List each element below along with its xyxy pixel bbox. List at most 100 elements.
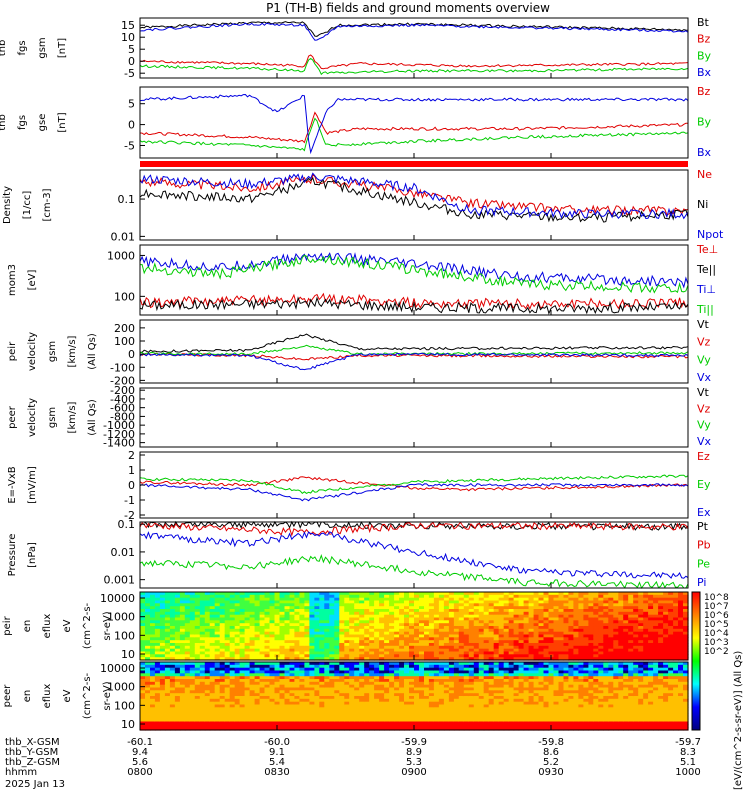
- panel-frame: [139, 319, 689, 384]
- heatmap-cell: [438, 603, 445, 607]
- heatmap-cell: [319, 594, 325, 599]
- heatmap-cell: [184, 676, 191, 680]
- ytick-label: 100: [114, 335, 135, 348]
- heatmap-cell: [603, 643, 609, 647]
- heatmap-cell: [309, 603, 315, 607]
- heatmap-cell: [145, 693, 151, 697]
- heatmap-cell: [568, 614, 574, 619]
- heatmap-cell: [528, 640, 535, 644]
- heatmap-cell: [184, 698, 191, 703]
- heatmap-cell: [593, 620, 599, 624]
- heatmap-cell: [424, 721, 430, 725]
- heatmap-cell: [299, 718, 305, 723]
- heatmap-cell: [478, 651, 485, 655]
- heatmap-cell: [433, 667, 440, 672]
- heatmap-cell: [169, 648, 176, 653]
- heatmap-cell: [254, 634, 261, 638]
- heatmap-cell: [478, 676, 485, 680]
- heatmap-cell: [164, 664, 171, 669]
- heatmap-cell: [214, 718, 221, 723]
- heatmap-cell: [453, 713, 460, 717]
- heatmap-cell: [279, 631, 286, 636]
- heatmap-cell: [503, 611, 510, 616]
- heatmap-cell: [359, 592, 365, 596]
- heatmap-cell: [683, 631, 689, 636]
- heatmap-cell: [394, 643, 400, 647]
- heatmap-cell: [643, 609, 649, 613]
- heatmap-cell: [329, 600, 335, 604]
- heatmap-cell: [249, 640, 256, 644]
- heatmap-cell: [154, 713, 161, 717]
- heatmap-cell: [518, 651, 525, 655]
- heatmap-cell: [269, 707, 276, 711]
- heatmap-cell: [194, 698, 201, 703]
- heatmap-cell: [419, 673, 425, 677]
- heatmap-cell: [254, 617, 261, 621]
- heatmap-cell: [254, 594, 261, 599]
- heatmap-cell: [289, 724, 296, 728]
- heatmap-cell: [314, 710, 320, 714]
- heatmap-cell: [384, 609, 390, 613]
- heatmap-cell: [533, 687, 540, 691]
- heatmap-cell: [289, 681, 296, 686]
- heatmap-cell: [404, 651, 410, 655]
- heatmap-cell: [234, 715, 241, 720]
- heatmap-cell: [150, 715, 156, 720]
- heatmap-cell: [244, 681, 251, 686]
- heatmap-cell: [404, 628, 410, 633]
- heatmap-cell: [374, 594, 380, 599]
- heatmap-cell: [239, 693, 246, 697]
- heatmap-cell: [214, 597, 221, 602]
- heatmap-cell: [184, 594, 191, 599]
- heatmap-cell: [194, 701, 201, 706]
- heatmap-cell: [424, 597, 430, 602]
- heatmap-cell: [194, 704, 201, 708]
- heatmap-cell: [668, 648, 674, 653]
- heatmap-cell: [663, 620, 669, 624]
- heatmap-cell: [379, 693, 385, 697]
- heatmap-cell: [528, 617, 535, 621]
- heatmap-cell: [234, 701, 241, 706]
- heatmap-cell: [414, 648, 420, 653]
- heatmap-cell: [384, 676, 390, 680]
- heatmap-cell: [683, 623, 689, 627]
- heatmap-cell: [374, 673, 380, 677]
- heatmap-cell: [389, 603, 395, 607]
- heatmap-cell: [428, 614, 435, 619]
- ylabel: thbpeirenefluxeV(cm^2-s-sr-eV): [2, 602, 113, 649]
- heatmap-cell: [344, 634, 350, 638]
- heatmap-cell: [309, 727, 315, 731]
- heatmap-cell: [538, 637, 545, 641]
- heatmap-cell: [394, 617, 400, 621]
- heatmap-cell: [179, 634, 186, 638]
- heatmap-cell: [424, 631, 430, 636]
- heatmap-cell: [339, 634, 345, 638]
- heatmap-cell: [339, 614, 345, 619]
- heatmap-cell: [204, 684, 211, 689]
- heatmap-cell: [299, 684, 305, 689]
- heatmap-cell: [463, 603, 470, 607]
- heatmap-cell: [259, 645, 266, 650]
- heatmap-cell: [643, 645, 649, 650]
- heatmap-cell: [468, 628, 475, 633]
- heatmap-cell: [194, 654, 201, 658]
- heatmap-cell: [274, 606, 281, 610]
- heatmap-cell: [573, 648, 579, 653]
- heatmap-cell: [399, 600, 405, 604]
- heatmap-cell: [394, 713, 400, 717]
- heatmap-cell: [424, 676, 430, 680]
- heatmap-cell: [324, 696, 330, 700]
- heatmap-cell: [399, 597, 405, 602]
- heatmap-cell: [209, 662, 216, 666]
- heatmap-cell: [194, 724, 201, 728]
- heatmap-cell: [538, 718, 545, 723]
- heatmap-cell: [334, 626, 340, 630]
- heatmap-cell: [319, 651, 325, 655]
- legend-Pb: Pb: [697, 539, 711, 552]
- heatmap-cell: [563, 628, 570, 633]
- heatmap-cell: [259, 620, 266, 624]
- heatmap-cell: [304, 718, 310, 723]
- heatmap-cell: [543, 698, 550, 703]
- heatmap-cell: [678, 611, 684, 616]
